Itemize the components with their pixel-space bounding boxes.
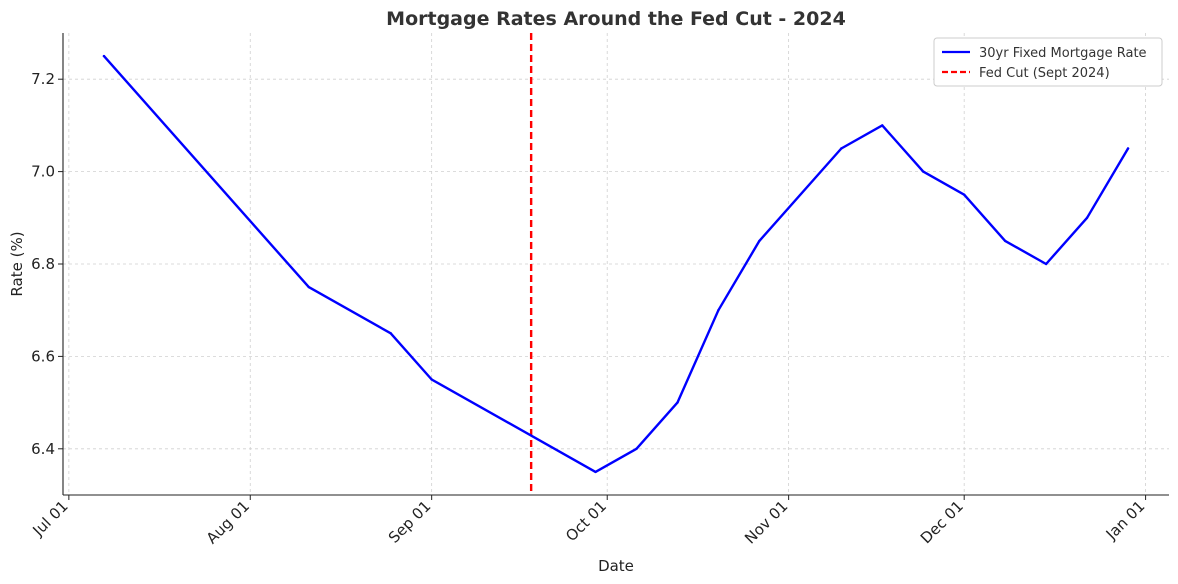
data-point	[1126, 147, 1130, 150]
data-point	[389, 332, 392, 335]
y-tick-label: 6.6	[31, 347, 55, 365]
y-axis-label: Rate (%)	[8, 231, 26, 296]
data-point	[922, 170, 925, 173]
x-axis-ticks: Jul 01 Aug 01 Sep 01 Oct 01 Nov 01 Dec 01 Jan …	[29, 495, 1149, 547]
x-tick-label: Jan 01	[1102, 497, 1149, 544]
chart-title: Mortgage Rates Around the Fed Cut - 2024	[386, 8, 846, 30]
grid-lines	[63, 33, 1169, 495]
data-point	[430, 378, 433, 381]
data-point	[102, 54, 106, 58]
data-point	[717, 309, 720, 312]
data-point	[635, 447, 638, 450]
x-tick-label: Aug 01	[203, 497, 253, 547]
y-tick-label: 6.8	[31, 255, 55, 273]
data-point	[840, 147, 843, 150]
data-point	[758, 239, 761, 243]
legend-box	[933, 37, 1163, 87]
data-point	[1044, 262, 1048, 266]
data-point	[881, 124, 884, 127]
x-tick-label: Sep 01	[385, 497, 435, 547]
x-tick-label: Jul 01	[29, 497, 72, 540]
legend-label-fed-cut: Fed Cut (Sept 2024)	[979, 66, 1110, 81]
data-point	[1003, 239, 1007, 243]
legend: 30yr Fixed Mortgage Rate Fed Cut (Sept 2…	[933, 37, 1163, 87]
data-point	[307, 285, 310, 289]
x-axis-label: Date	[598, 557, 634, 575]
y-tick-label: 7.0	[31, 163, 55, 181]
y-axis-ticks: 6.4 6.6 6.8 7.0 7.2	[31, 70, 63, 458]
series-lines	[102, 54, 1130, 474]
data-point	[676, 401, 679, 404]
y-tick-label: 7.2	[31, 70, 55, 88]
legend-label-mortgage-rate: 30yr Fixed Mortgage Rate	[979, 46, 1147, 61]
x-tick-label: Dec 01	[917, 497, 967, 547]
y-tick-label: 6.4	[31, 440, 55, 458]
x-tick-label: Oct 01	[562, 497, 610, 545]
data-point	[1085, 216, 1089, 219]
x-tick-label: Nov 01	[741, 497, 791, 547]
data-point	[962, 193, 966, 196]
data-point	[594, 470, 597, 474]
